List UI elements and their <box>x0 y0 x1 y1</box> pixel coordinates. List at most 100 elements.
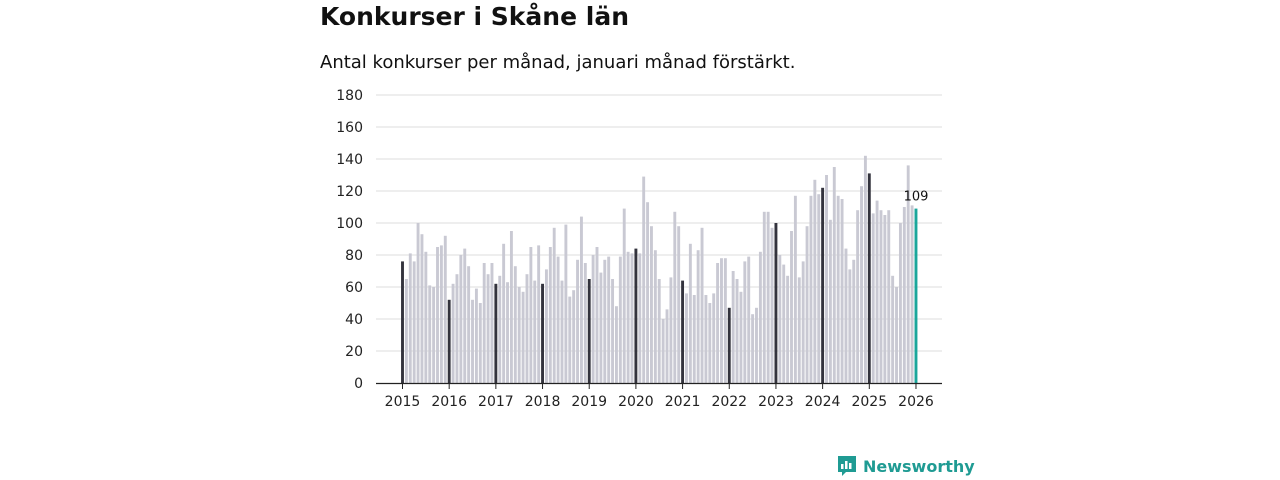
y-tick-label: 140 <box>336 152 363 168</box>
bar <box>529 247 533 383</box>
bar <box>879 210 883 383</box>
x-tick-label: 2019 <box>571 394 607 410</box>
bar <box>723 258 727 383</box>
bar <box>521 291 525 383</box>
bar <box>607 256 611 383</box>
y-tick-label: 60 <box>345 280 363 296</box>
bar <box>685 293 688 383</box>
bar <box>509 231 513 383</box>
bar <box>782 264 786 383</box>
bar <box>463 248 467 383</box>
bar <box>564 224 568 383</box>
bar <box>891 275 895 383</box>
x-tick-label: 2015 <box>385 394 421 410</box>
brand: Newsworthy <box>836 454 975 478</box>
chart-title: Konkurser i Skåne län <box>320 2 629 31</box>
bar <box>825 175 828 383</box>
bar <box>603 259 607 383</box>
bar <box>401 261 404 383</box>
x-tick-label: 2026 <box>898 394 934 410</box>
bar <box>813 179 817 383</box>
x-tick-label: 2018 <box>525 394 561 410</box>
bar <box>809 195 813 383</box>
bar <box>544 269 548 383</box>
bar <box>790 231 793 383</box>
bar <box>910 205 914 383</box>
bar <box>914 208 918 383</box>
y-tick-label: 40 <box>345 312 363 328</box>
bar <box>727 307 731 383</box>
y-tick-label: 80 <box>345 248 363 264</box>
bar <box>424 251 428 383</box>
bar <box>677 226 681 383</box>
bar <box>716 263 720 383</box>
bar <box>548 247 552 383</box>
bar <box>875 200 879 383</box>
bar <box>428 285 432 383</box>
bar <box>712 293 716 383</box>
bar <box>471 299 474 383</box>
bar <box>420 234 424 383</box>
bar <box>844 248 848 383</box>
bar <box>541 283 544 383</box>
bar <box>591 255 595 383</box>
x-tick-label: 2024 <box>805 394 841 410</box>
bar <box>599 272 603 383</box>
bar <box>490 263 494 383</box>
bar <box>626 251 630 383</box>
brand-name: Newsworthy <box>863 456 975 476</box>
y-tick-label: 180 <box>336 88 363 104</box>
newsworthy-logo-icon <box>838 456 856 476</box>
bar <box>840 199 844 383</box>
bar <box>856 210 860 383</box>
bar <box>439 245 443 383</box>
bar <box>774 223 778 383</box>
bar <box>766 211 770 383</box>
bar <box>852 259 856 383</box>
y-tick-label: 160 <box>336 120 363 136</box>
x-tick-label: 2025 <box>851 394 887 410</box>
bar <box>615 306 618 383</box>
bar <box>793 195 797 383</box>
bar <box>583 263 587 383</box>
bar <box>432 287 436 383</box>
bar <box>412 261 416 383</box>
bar <box>587 279 591 383</box>
bar <box>739 291 743 383</box>
bar <box>517 287 521 383</box>
bar <box>673 211 677 383</box>
y-tick-label: 0 <box>354 376 363 392</box>
bar <box>692 295 696 383</box>
bar <box>498 275 502 383</box>
bar <box>657 279 661 383</box>
bar <box>681 280 685 383</box>
bar <box>817 194 821 383</box>
bar <box>696 250 700 383</box>
bar <box>533 280 537 383</box>
bar <box>797 277 801 383</box>
bar <box>459 255 463 383</box>
x-tick-label: 2017 <box>478 394 514 410</box>
bar <box>576 259 579 383</box>
y-tick-label: 100 <box>336 216 363 232</box>
bar <box>883 215 887 383</box>
bar <box>611 279 615 383</box>
y-tick-label: 20 <box>345 344 363 360</box>
bar <box>579 216 583 383</box>
bar <box>860 186 863 383</box>
bar <box>451 283 455 383</box>
x-tick-label: 2023 <box>758 394 794 410</box>
bar <box>408 253 412 383</box>
bar <box>467 266 471 383</box>
bar <box>836 195 840 383</box>
bar <box>646 202 650 383</box>
x-tick-label: 2022 <box>711 394 747 410</box>
bar <box>595 247 599 383</box>
x-tick-label: 2020 <box>618 394 654 410</box>
bar <box>720 258 723 383</box>
bar <box>416 223 420 383</box>
bar <box>863 155 867 383</box>
bar <box>688 243 692 383</box>
bar <box>552 227 556 383</box>
